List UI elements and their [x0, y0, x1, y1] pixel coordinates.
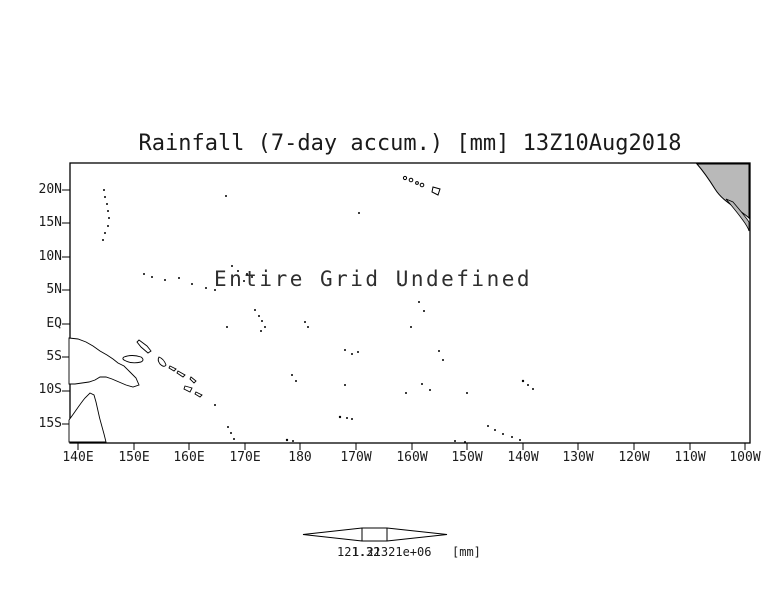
- colorbar-unit-label: [mm]: [452, 545, 481, 559]
- lon-tick-label-130w: 130W: [562, 450, 594, 465]
- colorbar-shape: [302, 527, 448, 542]
- lon-tick-label-140w: 140W: [507, 450, 539, 465]
- lat-tick-label-10n: 10N: [38, 249, 62, 264]
- colorbar-label-right: 1.21321e+06: [352, 545, 432, 559]
- lon-tick-label-150w: 150W: [451, 450, 483, 465]
- solomon-islands: [168, 365, 203, 398]
- lon-tick-label-110w: 110W: [674, 450, 706, 465]
- lon-tick-label-160e: 160E: [173, 450, 205, 465]
- lon-tick-label-150e: 150E: [118, 450, 150, 465]
- grid-undefined-message: Entire Grid Undefined: [214, 267, 533, 291]
- lon-tick-marks: [77, 443, 746, 450]
- chart-title: Rainfall (7-day accum.) [mm] 13Z10Aug201…: [138, 131, 682, 156]
- lat-tick-label-10s: 10S: [38, 382, 62, 397]
- lat-tick-label-15n: 15N: [38, 215, 62, 230]
- lon-tick-label-100w: 100W: [729, 450, 761, 465]
- lon-tick-label-140e: 140E: [62, 450, 94, 465]
- north-america-landmass: [695, 163, 750, 232]
- lon-tick-label-180: 180: [288, 450, 312, 465]
- small-islands: [102, 189, 534, 443]
- lat-tick-label-15s: 15S: [38, 416, 62, 431]
- australia-coastline: [68, 392, 107, 443]
- lon-tick-label-120w: 120W: [618, 450, 650, 465]
- lon-tick-label-170w: 170W: [340, 450, 372, 465]
- new-guinea-coastline: [68, 337, 167, 388]
- lon-tick-label-160w: 160W: [396, 450, 428, 465]
- lat-tick-label-5s: 5S: [46, 349, 62, 364]
- plot-frame: [69, 162, 751, 444]
- hawaii-islands: [402, 175, 441, 196]
- lat-tick-label-5n: 5N: [46, 282, 62, 297]
- lat-tick-label-20n: 20N: [38, 182, 62, 197]
- lon-tick-label-170e: 170E: [229, 450, 261, 465]
- lat-tick-label-eq: EQ: [46, 316, 62, 331]
- lat-tick-marks: [62, 189, 70, 425]
- colorbar-label-left: 121.32: [337, 545, 381, 559]
